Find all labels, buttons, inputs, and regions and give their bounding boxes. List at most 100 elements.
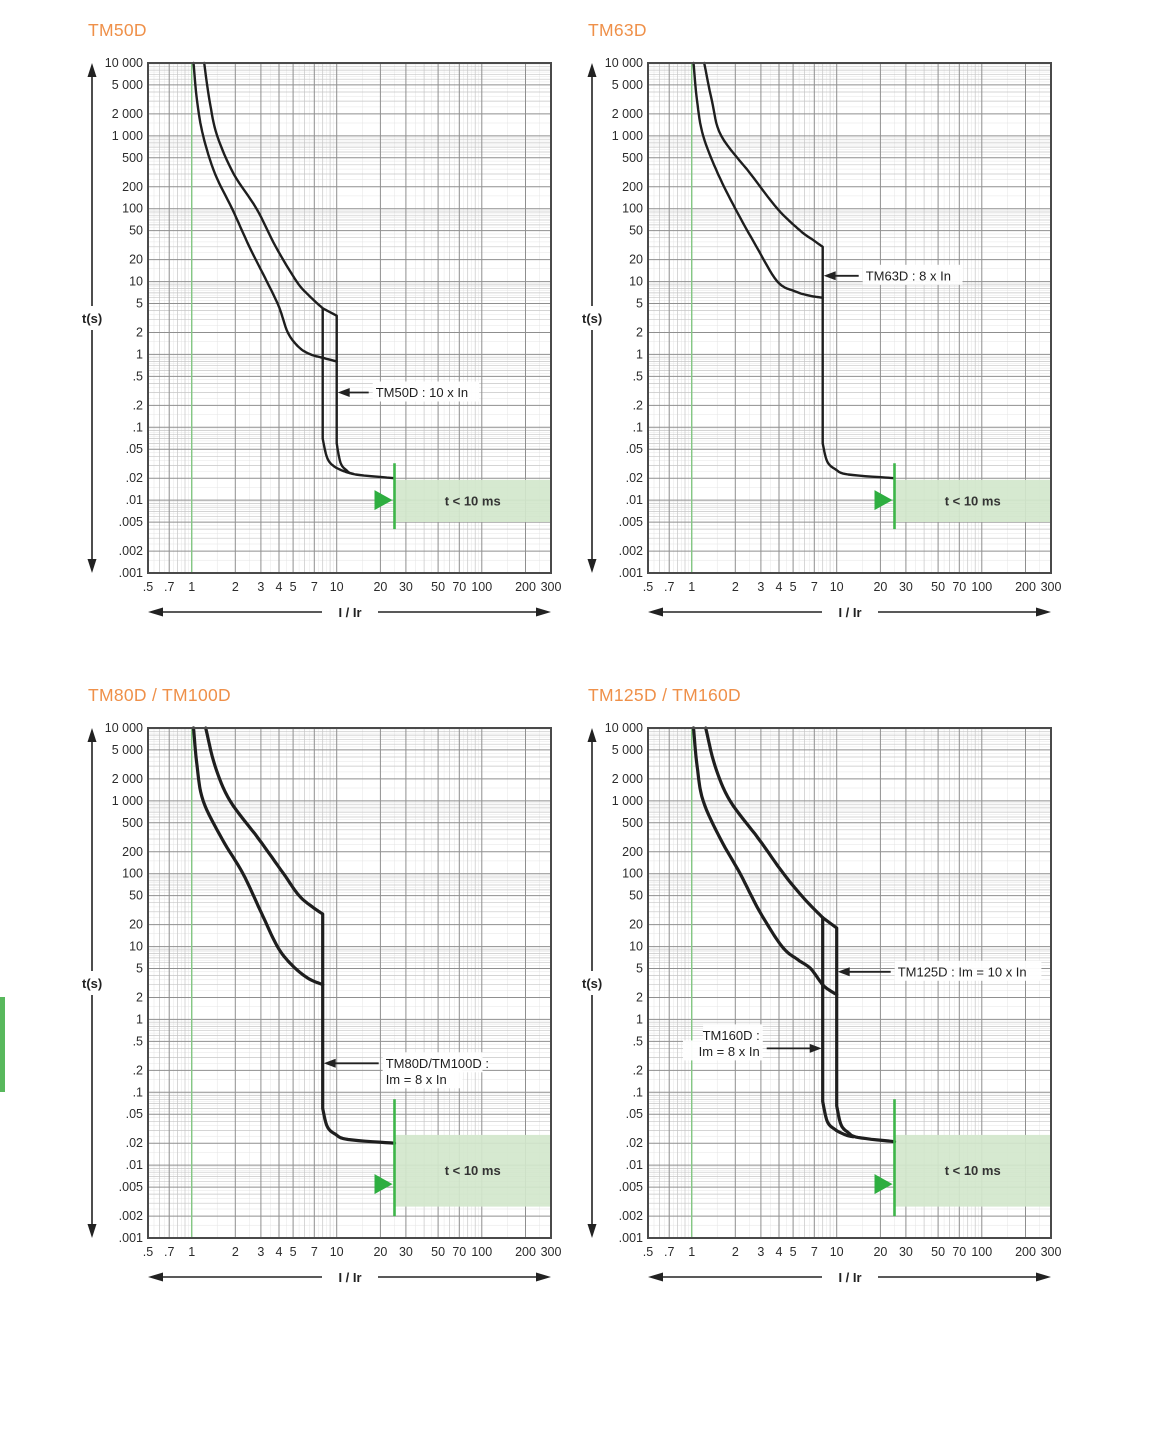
x-tick-label: 200 <box>1015 580 1036 594</box>
curve-annotation: TM63D : 8 x In <box>823 264 963 285</box>
x-tick-label: .5 <box>643 580 653 594</box>
y-tick-label: 5 000 <box>612 743 643 757</box>
axis-tick-labels: 10 000 5 000 2 000 1 000 500 200 100 50 20 10 5 2 1.… <box>105 56 562 594</box>
x-tick-label: 20 <box>373 580 387 594</box>
y-tick-label: 10 <box>129 940 143 954</box>
axis-tick-labels: 10 000 5 000 2 000 1 000 500 200 100 50 20 10 5 2 1.… <box>605 56 1062 594</box>
x-tick-label: 3 <box>757 1245 764 1259</box>
y-axis-label: t(s) <box>582 976 602 991</box>
y-tick-label: .001 <box>619 566 643 580</box>
x-tick-label: 30 <box>899 1245 913 1259</box>
y-tick-label: 20 <box>129 253 143 267</box>
plot-border <box>147 62 552 574</box>
x-tick-label: 2 <box>732 1245 739 1259</box>
y-tick-label: .01 <box>126 1158 143 1172</box>
y-tick-label: 100 <box>122 202 143 216</box>
x-tick-label: 3 <box>257 1245 264 1259</box>
y-tick-label: 20 <box>129 918 143 932</box>
axis-arrow-right-icon <box>536 1272 551 1282</box>
axis-arrow-down-icon <box>587 1224 597 1238</box>
x-tick-label: 10 <box>330 580 344 594</box>
x-tick-label: 20 <box>873 580 887 594</box>
x-tick-label: 300 <box>1041 580 1062 594</box>
magnetic-min-branch <box>821 916 855 1139</box>
y-tick-label: 5 <box>136 297 143 311</box>
x-tick-label: 3 <box>757 580 764 594</box>
axis-arrow-up-icon <box>587 728 597 742</box>
y-tick-label: 2 000 <box>112 772 143 786</box>
y-tick-label: 50 <box>129 889 143 903</box>
instantaneous-trip-zone: t < 10 ms <box>394 1134 551 1207</box>
minimum-trip-curve <box>191 726 325 987</box>
x-tick-label: .5 <box>643 1245 653 1259</box>
y-tick-label: 5 <box>636 962 643 976</box>
y-tick-label: 2 000 <box>612 107 643 121</box>
y-axis: t(s) <box>80 63 110 573</box>
y-tick-label: 10 <box>129 275 143 289</box>
y-tick-label: 500 <box>122 816 143 830</box>
y-tick-label: 10 000 <box>105 721 143 735</box>
trip-curve-chart: t < 10 ms 10 000 5 000 2 000 1 000 500 200 100 5… <box>580 20 1080 670</box>
annotation-arrow-icon <box>337 388 350 397</box>
y-tick-label: 1 <box>636 347 643 361</box>
y-tick-label: 10 000 <box>605 56 643 70</box>
axis-tick-labels: 10 000 5 000 2 000 1 000 500 200 100 50 20 10 5 2 1.… <box>105 721 562 1259</box>
x-tick-label: 10 <box>330 1245 344 1259</box>
y-tick-label: 100 <box>622 202 643 216</box>
x-tick-label: 300 <box>541 580 562 594</box>
curve-annotation: TM160D :Im = 8 x In <box>683 1024 822 1061</box>
axis-tick-labels: 10 000 5 000 2 000 1 000 500 200 100 50 20 10 5 2 1.… <box>605 721 1062 1259</box>
y-tick-label: .005 <box>119 515 143 529</box>
x-tick-label: 2 <box>232 1245 239 1259</box>
x-axis-label: I / Ir <box>338 605 361 620</box>
magnetic-min-branch <box>321 307 355 475</box>
annotation-arrow-icon <box>323 1058 336 1068</box>
y-tick-label: 2 000 <box>112 107 143 121</box>
y-tick-label: 1 000 <box>112 794 143 808</box>
y-tick-label: 2 <box>136 326 143 340</box>
y-tick-label: 100 <box>122 867 143 881</box>
x-tick-label: .7 <box>664 1245 674 1259</box>
y-tick-label: .005 <box>119 1180 143 1194</box>
x-tick-label: 1 <box>188 1245 195 1259</box>
chart-tm63d: t < 10 ms 10 000 5 000 2 000 1 000 500 200 100 5… <box>580 20 1080 670</box>
trip-curves <box>691 726 897 1144</box>
trip-zone-label: t < 10 ms <box>945 1163 1001 1178</box>
annotation-text: TM50D : 10 x In <box>376 385 468 400</box>
y-tick-label: 200 <box>122 180 143 194</box>
axis-arrow-up-icon <box>587 63 597 77</box>
chart-tm125d-tm160d: t < 10 ms 10 000 5 000 2 000 1 000 500 200 100 5… <box>580 685 1080 1335</box>
x-tick-label: 2 <box>232 580 239 594</box>
axis-arrow-right-icon <box>1036 607 1051 617</box>
x-tick-label: 50 <box>931 1245 945 1259</box>
x-tick-label: 2 <box>732 580 739 594</box>
y-tick-label: .005 <box>619 1180 643 1194</box>
x-tick-label: 200 <box>515 580 536 594</box>
y-tick-label: .02 <box>626 1136 643 1150</box>
annotation-arrow-icon <box>809 1043 822 1053</box>
y-tick-label: 5 000 <box>612 78 643 92</box>
axis-arrow-down-icon <box>587 559 597 573</box>
y-tick-label: .001 <box>119 1231 143 1245</box>
x-tick-label: 5 <box>790 1245 797 1259</box>
annotation-text: TM125D : Im = 10 x In <box>898 964 1027 979</box>
x-tick-label: 100 <box>471 1245 492 1259</box>
y-tick-label: .01 <box>626 493 643 507</box>
y-tick-label: 50 <box>129 224 143 238</box>
y-tick-label: .05 <box>126 442 143 456</box>
chart-title: TM50D <box>88 20 147 40</box>
trip-curve-chart: t < 10 ms 10 000 5 000 2 000 1 000 500 200 100 5… <box>80 685 580 1335</box>
x-tick-label: 5 <box>290 1245 297 1259</box>
axis-arrow-up-icon <box>87 63 97 77</box>
y-tick-label: 50 <box>629 224 643 238</box>
trip-zone-arrow-icon <box>374 490 393 511</box>
trip-zone-label: t < 10 ms <box>445 1163 501 1178</box>
annotation-text: TM63D : 8 x In <box>866 268 951 283</box>
instantaneous-trip-zone: t < 10 ms <box>894 1134 1051 1207</box>
y-tick-label: .002 <box>119 544 143 558</box>
axis-arrow-right-icon <box>1036 1272 1051 1282</box>
x-tick-label: 7 <box>311 1245 318 1259</box>
x-tick-label: 70 <box>452 580 466 594</box>
trip-zone-label: t < 10 ms <box>945 494 1001 509</box>
y-tick-label: 200 <box>622 845 643 859</box>
